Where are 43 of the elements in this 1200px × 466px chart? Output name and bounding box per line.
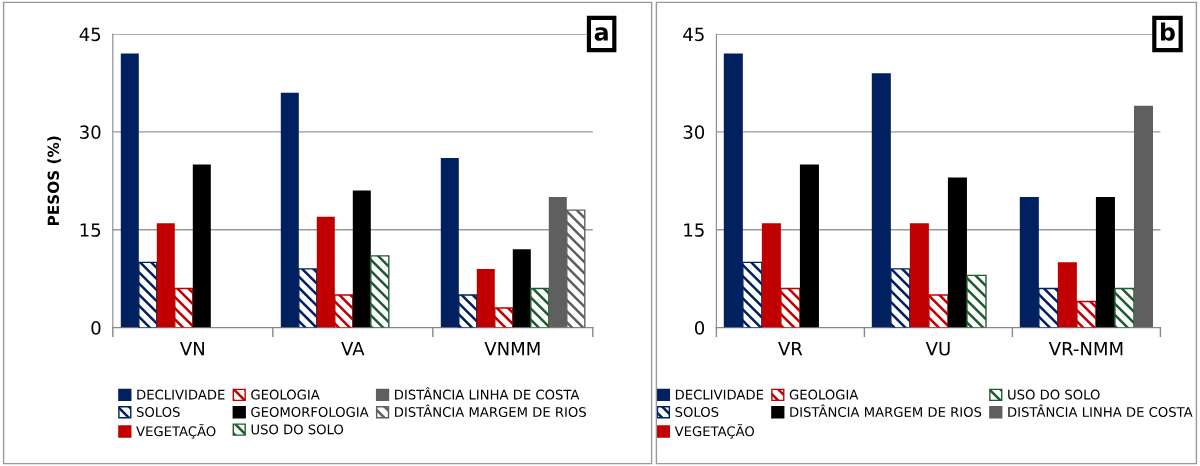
y-tick-label: 0 bbox=[694, 321, 705, 335]
bar bbox=[1133, 105, 1153, 328]
bar bbox=[530, 287, 550, 328]
y-tick-label: 45 bbox=[683, 27, 704, 42]
legend-label: DISTÂNCIA LINHA DE COSTA bbox=[395, 387, 580, 400]
legend-label: DECLIVIDADE bbox=[137, 389, 225, 400]
legend-label: USO DO SOLO bbox=[251, 424, 344, 435]
bar bbox=[966, 274, 987, 328]
legend-label: GEOLOGIA bbox=[251, 389, 320, 400]
legend-label: DISTÂNCIA MARGEM DE RIOS bbox=[790, 404, 982, 417]
y-axis-title: PESOS (%) bbox=[47, 136, 61, 226]
bar bbox=[947, 177, 967, 328]
x-tick-label: VR-NMM bbox=[1048, 342, 1123, 356]
bar bbox=[1114, 287, 1135, 328]
legend-label: USO DO SOLO bbox=[1008, 389, 1100, 400]
text: a bbox=[594, 27, 608, 41]
x-tick-label: VN bbox=[180, 342, 204, 356]
y-tick-label: 45 bbox=[79, 27, 101, 42]
bar bbox=[512, 249, 531, 328]
legend-label: GEOMORFOLOGIA bbox=[251, 407, 369, 417]
bar bbox=[799, 164, 819, 328]
x-tick-label: VR bbox=[778, 342, 803, 356]
y-tick-label: 15 bbox=[80, 223, 101, 237]
bar bbox=[370, 255, 390, 328]
legend-label: SOLOS bbox=[136, 407, 180, 417]
x-tick-label: VA bbox=[341, 342, 365, 356]
legend-label: DISTÂNCIA LINHA DE COSTA bbox=[1008, 404, 1193, 417]
bar bbox=[192, 164, 211, 328]
y-tick-label: 0 bbox=[91, 321, 101, 335]
bar bbox=[352, 190, 371, 328]
y-tick-label: 30 bbox=[683, 125, 705, 139]
legend-label: VEGETAÇÃO bbox=[674, 423, 755, 439]
legend-label: DECLIVIDADE bbox=[675, 389, 764, 400]
text: b bbox=[1161, 22, 1175, 41]
legend-label: DISTÂNCIA MARGEM DE RIOS bbox=[395, 404, 586, 417]
legend-label: VEGETAÇÃO bbox=[136, 423, 216, 439]
legend-label: SOLOS bbox=[675, 407, 719, 417]
y-tick-label: 15 bbox=[684, 223, 704, 237]
legend-label: GEOLOGIA bbox=[789, 389, 859, 400]
x-tick-label: VU bbox=[925, 342, 950, 356]
bar bbox=[1095, 197, 1115, 328]
y-tick-label: 30 bbox=[80, 125, 101, 139]
x-tick-label: VNMM bbox=[484, 342, 540, 356]
